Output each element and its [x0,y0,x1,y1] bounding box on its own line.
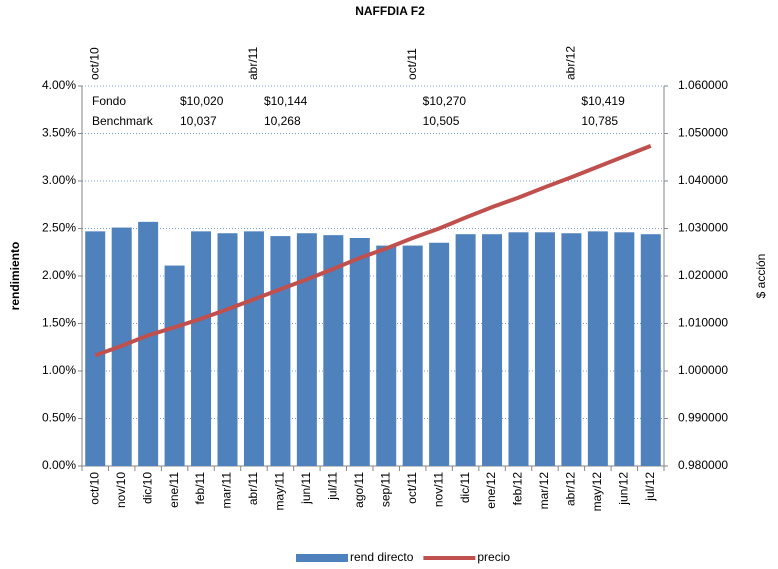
x-tick-label: dic/10 [140,472,154,504]
x-tick-label: ago/11 [352,472,366,508]
bar [640,234,661,466]
x-tick-label: mar/12 [537,472,551,510]
y-tick-label: 0.50% [42,411,76,425]
x-tick-label: jun/11 [299,472,313,505]
bar [349,238,370,466]
y2-axis-title: $ acción [754,254,768,299]
x-tick-label: sep/11 [378,472,392,507]
bar [402,245,423,466]
top-axis-label: abr/12 [564,46,578,80]
x-tick-label: dic/11 [458,472,472,503]
y2-tick-label: 1.020000 [678,268,728,282]
y-tick-label: 4.00% [42,78,76,92]
bar [561,233,582,466]
bar [270,236,291,466]
top-axis-label: oct/11 [405,48,419,80]
x-tick-label: jul/11 [325,472,339,501]
bar [587,231,608,466]
y2-tick-label: 1.060000 [678,78,728,92]
x-tick-label: may/12 [590,472,604,512]
annotation-value: 10,037 [180,114,217,128]
bar [243,231,264,466]
line [94,143,652,358]
y2-tick-label: 1.040000 [678,173,728,187]
y-tick-label: 3.00% [42,173,76,187]
annotation-name: Benchmark [92,114,154,128]
bar [614,232,635,466]
bar [323,235,344,466]
bar [296,233,317,466]
legend-label: rend directo [350,550,414,564]
annotation-value: 10,785 [581,114,618,128]
x-tick-label: oct/11 [405,472,419,504]
x-tick-label: may/11 [273,472,287,511]
y-tick-label: 2.00% [42,268,76,282]
x-tick-label: ene/12 [484,472,498,509]
annotation-value: $10,270 [423,94,467,108]
x-tick-label: abr/12 [564,472,578,506]
x-tick-label: ene/11 [167,472,181,508]
bar [191,231,212,466]
annotation-name: Fondo [92,94,126,108]
bar [534,232,555,466]
y-tick-label: 1.50% [42,316,76,330]
annotation-value: $10,144 [264,94,308,108]
legend-swatch [296,554,348,562]
x-tick-label: nov/11 [431,472,445,507]
bar [455,234,476,466]
x-tick-label: jul/12 [643,472,657,502]
annotation-value: $10,419 [581,94,625,108]
bar [138,221,159,466]
y2-tick-label: 1.000000 [678,363,728,377]
chart-title: NAFFDIA F2 [355,4,425,18]
annotation-value: 10,268 [264,114,301,128]
x-tick-label: nov/10 [114,472,128,508]
bar [164,265,185,466]
x-tick-label: abr/11 [246,472,260,505]
y2-tick-label: 1.030000 [678,221,728,235]
y2-tick-label: 0.990000 [678,411,728,425]
x-tick-label: mar/11 [220,472,234,509]
bar [482,234,503,466]
x-tick-label: feb/12 [511,472,525,506]
x-tick-label: jun/12 [616,472,630,506]
x-tick-label: feb/11 [193,472,207,505]
y-tick-label: 1.00% [42,363,76,377]
bar [85,231,106,466]
top-axis-label: abr/11 [246,47,260,80]
legend-label: precio [477,550,510,564]
y2-tick-label: 1.010000 [678,316,728,330]
x-tick-label: oct/10 [87,472,101,505]
bar [429,242,450,466]
annotation-value: $10,020 [180,94,224,108]
y-tick-label: 3.50% [42,126,76,140]
bar [217,233,238,466]
y2-tick-label: 0.980000 [678,458,728,472]
top-axis-label: oct/10 [87,47,101,80]
y2-tick-label: 1.050000 [678,126,728,140]
bar [508,232,529,466]
bar [376,245,397,466]
annotation-value: 10,505 [423,114,460,128]
y-axis-title: rendimiento [8,242,22,311]
y-tick-label: 2.50% [42,221,76,235]
y-tick-label: 0.00% [42,458,76,472]
